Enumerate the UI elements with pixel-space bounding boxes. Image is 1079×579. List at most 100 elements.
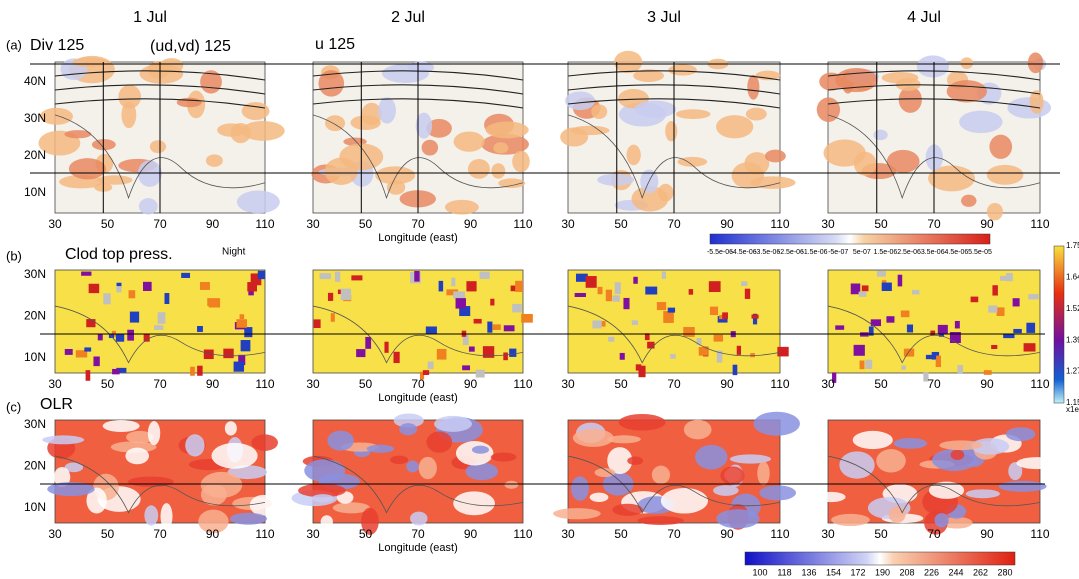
field-blob: [750, 176, 796, 189]
cloud-pixel: [667, 307, 676, 313]
cloud-pixel: [661, 271, 667, 279]
field-blob: [399, 423, 418, 436]
field-blob: [386, 179, 406, 195]
cloud-pixel: [612, 295, 620, 302]
panel-title: Clod top press.: [65, 246, 173, 263]
colorbar-label: 226: [924, 567, 939, 577]
map-panel: [567, 269, 789, 378]
field-blob: [147, 421, 161, 446]
cloud-pixel: [683, 327, 695, 337]
field-blob: [634, 100, 677, 118]
field-blob: [633, 69, 664, 83]
x-tick-label: 70: [927, 217, 941, 231]
coastline: [54, 114, 266, 200]
cloud-pixel: [983, 370, 992, 375]
field-blob: [755, 70, 781, 81]
x-tick-label: 110: [1030, 527, 1049, 541]
cloud-pixel: [1012, 298, 1020, 307]
field-blob: [932, 449, 977, 472]
colorbar-label: x1e2: [1066, 405, 1079, 414]
field-blob: [455, 441, 494, 466]
field-blob: [876, 449, 906, 473]
cloud-pixel: [233, 361, 245, 372]
cloud-pixel: [503, 352, 508, 361]
field-blob: [434, 415, 472, 432]
field-blob: [249, 494, 277, 516]
cloud-pixel: [996, 307, 1005, 316]
x-tick-label: 30: [306, 217, 320, 231]
cloud-pixel: [313, 319, 321, 329]
cloud-pixel: [64, 348, 73, 355]
cloud-pixel: [223, 348, 234, 359]
cloud-pixel: [365, 336, 372, 349]
colorbar-label: -5e-07: [828, 249, 848, 256]
cloud-pixel: [200, 281, 210, 290]
x-tick-label: 30: [561, 527, 575, 541]
map-panel: [38, 55, 285, 215]
x-axis-label: Longitude (east): [378, 542, 458, 554]
map-panel: [291, 413, 524, 535]
cloud-pixel: [575, 273, 588, 282]
cloud-pixel: [103, 293, 111, 305]
field-blob: [675, 109, 711, 120]
field-blob: [597, 173, 635, 186]
cloud-pixel: [143, 334, 150, 342]
cloud-pixel: [482, 346, 495, 358]
x-tick-label: 30: [48, 217, 62, 231]
x-tick-label: 110: [513, 527, 532, 541]
x-tick-label: 70: [667, 217, 681, 231]
cloud-pixel: [181, 272, 191, 278]
map-panel: [816, 52, 1052, 221]
colorbar: [1053, 245, 1065, 404]
cloud-pixel: [1023, 343, 1036, 352]
colorbar-label: 118: [777, 567, 791, 577]
map-panel: [816, 419, 1058, 535]
cloud-pixel: [599, 321, 606, 327]
cloud-pixel: [127, 329, 134, 341]
map-panel: [552, 411, 800, 530]
cloud-pixel: [741, 281, 748, 286]
field-blob: [683, 419, 712, 440]
cloud-pixel: [153, 325, 164, 330]
field-blob: [125, 447, 149, 465]
x-tick-label: 30: [821, 217, 835, 231]
colorbar-label: -5.5e-06: [707, 249, 733, 256]
cloud-pixel: [1028, 294, 1039, 300]
x-tick-label: 50: [359, 377, 373, 391]
y-tick-label: 30N: [24, 111, 46, 125]
field-blob: [118, 84, 142, 109]
field-blob: [72, 57, 107, 68]
y-tick-label: 20N: [24, 148, 46, 162]
field-blob: [453, 491, 495, 516]
cloud-pixel: [670, 354, 676, 359]
cloud-pixel: [203, 349, 214, 360]
x-tick-label: 50: [614, 527, 628, 541]
y-tick-label: 10N: [24, 500, 46, 514]
y-tick-label: 20N: [24, 309, 46, 323]
x-tick-label: 110: [255, 217, 274, 231]
map-panel: [42, 419, 278, 534]
cloud-pixel: [752, 313, 758, 325]
cloud-pixel: [509, 348, 517, 357]
cloud-pixel: [614, 282, 621, 295]
field-blob: [327, 430, 354, 451]
cloud-pixel: [957, 365, 963, 374]
cloud-pixel: [717, 316, 728, 323]
field-blob: [485, 121, 529, 139]
colorbar-label: -4.5e-06: [731, 249, 757, 256]
x-tick-label: 50: [101, 527, 115, 541]
cloud-pixel: [459, 306, 471, 317]
cloud-pixel: [744, 288, 751, 299]
field-blob: [298, 483, 346, 498]
field-blob: [467, 159, 490, 179]
x-tick-label: 70: [927, 377, 941, 391]
cloud-pixel: [414, 270, 420, 282]
cloud-pixel: [925, 354, 937, 360]
field-blob: [406, 460, 419, 473]
cloud-pixel: [698, 347, 708, 356]
field-blob: [839, 451, 875, 479]
colorbar: [709, 233, 991, 245]
cloud-pixel: [970, 296, 979, 303]
colorbar-label: -2.5e-06: [778, 249, 804, 256]
